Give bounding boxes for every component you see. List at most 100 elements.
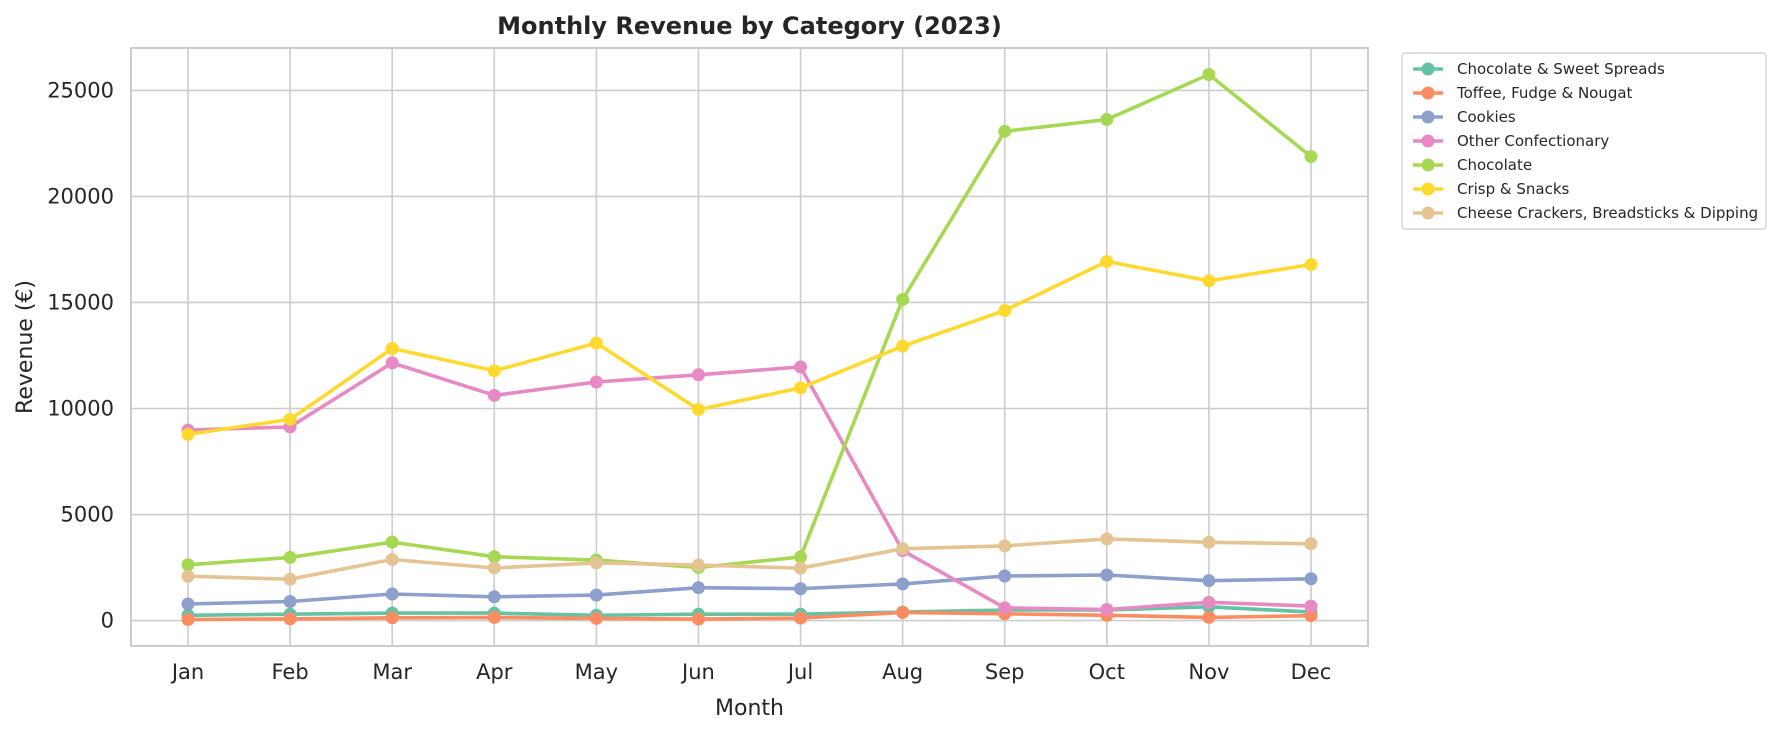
plot-frame xyxy=(130,47,1369,647)
x-tick-label: Aug xyxy=(882,660,923,684)
series-line xyxy=(186,573,1313,606)
legend-item: Chocolate xyxy=(1413,156,1532,174)
legend-item: Other Confectionary xyxy=(1413,132,1609,150)
data-point xyxy=(589,556,603,570)
legend-item: Cheese Crackers, Breadsticks & Dipping xyxy=(1413,204,1758,222)
data-point xyxy=(896,577,910,591)
data-point xyxy=(1304,609,1318,623)
data-point xyxy=(1100,532,1114,546)
legend-marker xyxy=(1421,206,1435,220)
data-point xyxy=(1100,568,1114,582)
data-point xyxy=(487,610,501,624)
data-point xyxy=(385,587,399,601)
y-tick-label: 0 xyxy=(101,609,114,633)
legend-marker xyxy=(1421,86,1435,100)
legend-label: Other Confectionary xyxy=(1457,132,1609,150)
series-5 xyxy=(181,255,1318,441)
data-point xyxy=(487,590,501,604)
series-line xyxy=(186,72,1313,570)
data-point xyxy=(794,381,808,395)
data-point xyxy=(691,403,705,417)
data-point xyxy=(589,611,603,625)
data-point xyxy=(487,550,501,564)
data-point xyxy=(385,356,399,370)
x-tick-label: Jul xyxy=(786,660,813,684)
data-point xyxy=(385,552,399,566)
legend-marker xyxy=(1421,62,1435,76)
data-point xyxy=(1304,572,1318,586)
series-line xyxy=(186,537,1313,582)
legend-label: Cookies xyxy=(1457,108,1516,126)
data-point xyxy=(896,339,910,353)
legend-box xyxy=(1401,52,1767,230)
data-point xyxy=(385,341,399,355)
y-axis-label: Revenue (€) xyxy=(13,280,38,414)
data-point xyxy=(998,539,1012,553)
x-axis-label: Month xyxy=(715,696,784,721)
data-point xyxy=(181,612,195,626)
data-point xyxy=(283,612,297,626)
series-line xyxy=(186,259,1313,437)
data-point xyxy=(896,292,910,306)
x-tick-label: May xyxy=(575,660,618,684)
legend-marker xyxy=(1421,134,1435,148)
data-point xyxy=(794,550,808,564)
data-point xyxy=(794,360,808,374)
x-tick-label: Dec xyxy=(1291,660,1332,684)
plot-area xyxy=(131,48,1368,646)
data-point xyxy=(181,427,195,441)
data-point xyxy=(283,594,297,608)
data-point xyxy=(487,388,501,402)
data-point xyxy=(1304,150,1318,164)
data-point xyxy=(998,569,1012,583)
chart-title: Monthly Revenue by Category (2023) xyxy=(497,12,1002,40)
legend-label: Chocolate & Sweet Spreads xyxy=(1457,60,1665,78)
data-point xyxy=(1304,599,1318,613)
legend-marker xyxy=(1421,158,1435,172)
x-tick-label: Mar xyxy=(372,660,412,684)
legend-label: Toffee, Fudge & Nougat xyxy=(1456,84,1633,102)
data-point xyxy=(1202,535,1216,549)
data-point xyxy=(1202,610,1216,624)
data-point xyxy=(1100,603,1114,617)
series-6 xyxy=(181,532,1318,586)
series-4 xyxy=(181,68,1318,575)
series-2 xyxy=(181,568,1318,611)
series-layer xyxy=(181,68,1318,626)
data-point xyxy=(181,569,195,583)
data-point xyxy=(1202,68,1216,82)
data-point xyxy=(691,581,705,595)
series-line xyxy=(186,361,1313,612)
legend-marker xyxy=(1421,182,1435,196)
data-point xyxy=(691,368,705,382)
y-tick-label: 10000 xyxy=(47,396,114,420)
data-point xyxy=(794,561,808,575)
legend: Chocolate & Sweet Spreads Toffee, Fudge &… xyxy=(1401,52,1767,230)
data-point xyxy=(1202,595,1216,609)
data-point xyxy=(1304,537,1318,551)
data-point xyxy=(794,582,808,596)
x-tick-label: Apr xyxy=(476,660,513,684)
legend-label: Cheese Crackers, Breadsticks & Dipping xyxy=(1457,204,1758,222)
x-tick-label: Feb xyxy=(271,660,308,684)
data-point xyxy=(589,375,603,389)
data-point xyxy=(1202,574,1216,588)
data-point xyxy=(283,412,297,426)
x-tick-label: Oct xyxy=(1089,660,1125,684)
data-point xyxy=(487,364,501,378)
series-line xyxy=(186,610,1313,622)
data-point xyxy=(385,611,399,625)
data-point xyxy=(691,558,705,572)
legend-marker xyxy=(1421,110,1435,124)
data-point xyxy=(1202,274,1216,288)
data-point xyxy=(1100,255,1114,269)
data-point xyxy=(691,612,705,626)
legend-item: Toffee, Fudge & Nougat xyxy=(1413,84,1633,102)
y-tick-label: 25000 xyxy=(47,78,114,102)
data-point xyxy=(998,124,1012,138)
data-point xyxy=(998,601,1012,615)
data-point xyxy=(589,336,603,350)
legend-label: Crisp & Snacks xyxy=(1457,180,1570,198)
data-point xyxy=(998,304,1012,318)
